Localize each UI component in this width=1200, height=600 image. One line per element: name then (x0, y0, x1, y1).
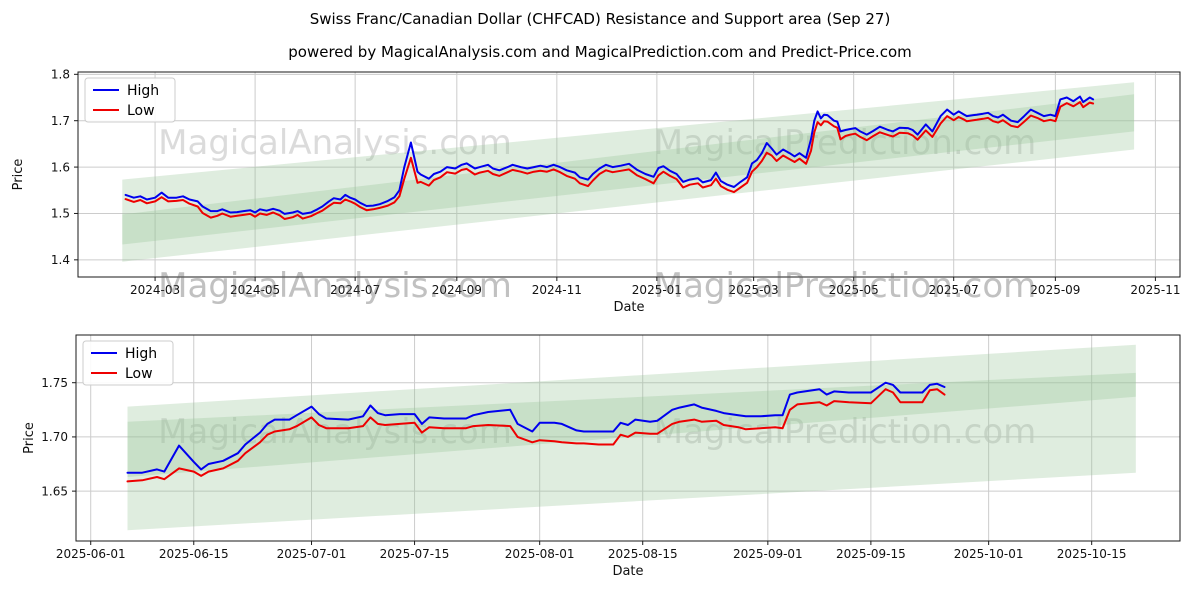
x-tick-label: 2025-09-01 (733, 547, 803, 561)
x-tick-label: 2025-01 (632, 283, 682, 297)
legend-low-label: Low (127, 103, 155, 119)
x-axis-label: Date (612, 564, 643, 579)
legend-high-label: High (125, 346, 157, 362)
plot-border (77, 71, 1181, 278)
watermark-text: MagicalAnalysis.com (158, 266, 512, 306)
x-tick-label: 2024-07 (330, 283, 380, 297)
plot-border (75, 334, 1181, 542)
legend-low-label: Low (125, 366, 153, 382)
figure-subtitle: powered by MagicalAnalysis.com and Magic… (288, 43, 912, 61)
bottom-chart: 2025-06-01 2025-06-15 2025-07-01 2025-07-15… (22, 334, 1181, 579)
legend: High Low (84, 77, 176, 123)
x-axis-label: Date (613, 300, 644, 315)
high-line (126, 381, 946, 474)
legend: High Low (82, 340, 174, 386)
watermark-overlay: MagicalAnalysis.com MagicalPrediction.com (158, 266, 1036, 306)
watermark-text: MagicalAnalysis.com (158, 266, 512, 306)
y-axis-label: Price (11, 159, 26, 191)
y-tick-label: 1.5 (51, 207, 70, 221)
figure-title: Swiss Franc/Canadian Dollar (CHFCAD) Res… (310, 10, 891, 28)
x-tick-label: 2025-10-15 (1057, 547, 1127, 561)
support-area (127, 372, 1136, 531)
low-line (126, 388, 946, 483)
watermark-text: MagicalPrediction.com (654, 266, 1037, 306)
x-tick-label: 2025-08-15 (608, 547, 678, 561)
x-tick-label: 2024-05 (230, 283, 280, 297)
watermark-text: MagicalPrediction.com (654, 412, 1037, 452)
y-tick-label: 1.4 (51, 253, 70, 267)
x-tick-label: 2025-09-15 (836, 547, 906, 561)
x-tick-label: 2024-03 (130, 283, 180, 297)
x-tick-label: 2025-07-15 (380, 547, 450, 561)
y-tick-label: 1.65 (41, 484, 68, 498)
x-tick-label: 2025-03 (729, 283, 779, 297)
watermark-text: MagicalPrediction.com (654, 266, 1037, 306)
x-tick-label: 2025-10-01 (954, 547, 1024, 561)
resistance-area (127, 344, 1136, 477)
x-tick-label: 2024-09 (432, 283, 482, 297)
x-tick-label: 2025-09 (1030, 283, 1080, 297)
y-tick-label: 1.70 (41, 430, 68, 444)
y-axis-label: Price (22, 422, 37, 454)
high-line (124, 95, 1095, 215)
x-tick-label: 2025-06-01 (56, 547, 126, 561)
x-tick-label: 2025-11 (1130, 283, 1180, 297)
y-tick-label: 1.6 (51, 160, 70, 174)
y-tick-label: 1.8 (51, 68, 70, 82)
x-tick-label: 2025-08-01 (505, 547, 575, 561)
y-tick-label: 1.75 (41, 376, 68, 390)
low-line (124, 101, 1095, 220)
legend-high-label: High (127, 83, 159, 99)
grid (76, 335, 1180, 541)
x-tick-label: 2025-06-15 (159, 547, 229, 561)
top-chart: 2024-03 2024-05 2024-07 2024-09 2024-11 2025-… (11, 68, 1181, 315)
x-tick-label: 2024-11 (532, 283, 582, 297)
support-area (122, 94, 1135, 262)
x-tick-label: 2025-07-01 (277, 547, 347, 561)
y-tick-label: 1.7 (51, 114, 70, 128)
x-tick-label: 2025-07 (929, 283, 979, 297)
watermark-text: MagicalAnalysis.com (158, 123, 512, 163)
x-tick-label: 2025-05 (829, 283, 879, 297)
